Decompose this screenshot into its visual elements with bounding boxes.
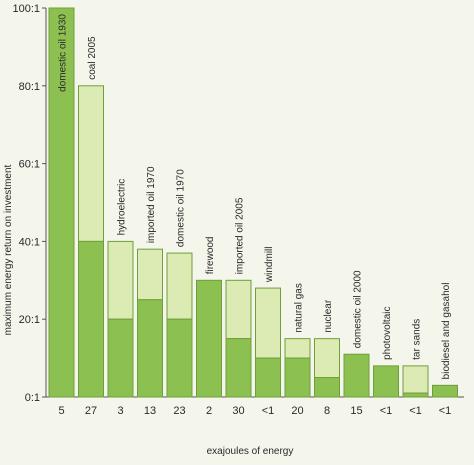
y-tick-label: 80:1	[19, 81, 40, 93]
bar-upper-segment	[314, 338, 340, 379]
x-tick-label: <1	[262, 405, 275, 417]
bar-upper-segment	[78, 85, 104, 242]
x-axis-title: exajoules of energy	[207, 446, 294, 457]
bar-lower-segment	[107, 318, 134, 398]
x-tick-label: <1	[380, 405, 393, 417]
bar-category-label: domestic oil 1930	[58, 14, 69, 92]
x-tick-label: <1	[409, 405, 422, 417]
x-tick-label: 15	[350, 405, 362, 417]
bar-category-label: imported oil 2005	[235, 197, 246, 274]
x-tick-label: 20	[291, 405, 303, 417]
x-tick-label: 8	[324, 405, 330, 417]
bar-lower-segment	[78, 240, 104, 398]
bar-category-label: domestic oil 2000	[353, 270, 364, 348]
bar-lower-segment	[255, 357, 281, 398]
bar-category-label: photovoltaic	[382, 307, 393, 360]
x-tick-label: 27	[85, 405, 97, 417]
bar-lower-segment	[48, 7, 75, 398]
y-tick-label: 60:1	[19, 159, 40, 171]
bar-category-label: windmill	[264, 247, 275, 284]
x-tick-label: <1	[439, 405, 452, 417]
bar-upper-segment	[402, 365, 429, 394]
bars	[48, 7, 458, 398]
bar-lower-segment	[137, 299, 163, 398]
bar-category-label: biodiesel and gasahol	[441, 283, 452, 380]
bar-category-label: coal 2005	[87, 36, 98, 80]
x-tick-label: 23	[173, 405, 185, 417]
bar-lower-segment	[166, 318, 193, 398]
x-tick-label: 13	[144, 405, 156, 417]
y-tick-label: 100:1	[12, 3, 40, 15]
bar-upper-segment	[107, 240, 134, 320]
bar-category-label: natural gas	[294, 283, 305, 332]
bar-category-label: nuclear	[323, 299, 334, 332]
y-tick-label: 40:1	[19, 236, 40, 248]
y-tick-label: 0:1	[25, 392, 40, 404]
bar-upper-segment	[255, 287, 281, 359]
bar-category-label: imported oil 1970	[146, 166, 157, 243]
x-tick-label: 2	[206, 405, 212, 417]
bar-lower-segment	[343, 353, 370, 398]
bar-upper-segment	[225, 279, 252, 340]
labels: domestic oil 1930 5 coal 2005 27 hydroelectr…	[58, 14, 453, 417]
bar-category-label: hydroelectric	[117, 179, 128, 236]
bar-upper-segment	[166, 252, 193, 320]
bar-lower-segment	[284, 357, 311, 398]
bar-upper-segment	[284, 338, 311, 359]
bar-category-label: domestic oil 1970	[176, 169, 187, 247]
bar-lower-segment	[196, 279, 222, 398]
y-tick-label: 20:1	[19, 314, 40, 326]
y-axis-title: maximum energy return on investment	[3, 164, 14, 335]
x-tick-label: 5	[58, 405, 64, 417]
bar-lower-segment	[314, 377, 340, 398]
bar-category-label: firewood	[205, 236, 216, 274]
x-tick-label: 3	[117, 405, 123, 417]
bar-lower-segment	[432, 384, 458, 398]
bar-upper-segment	[137, 248, 163, 301]
x-tick-label: 30	[232, 405, 244, 417]
bar-lower-segment	[402, 392, 429, 398]
bar-lower-segment	[373, 365, 399, 398]
bar-category-label: tar sands	[412, 319, 423, 360]
bar-lower-segment	[225, 338, 252, 398]
